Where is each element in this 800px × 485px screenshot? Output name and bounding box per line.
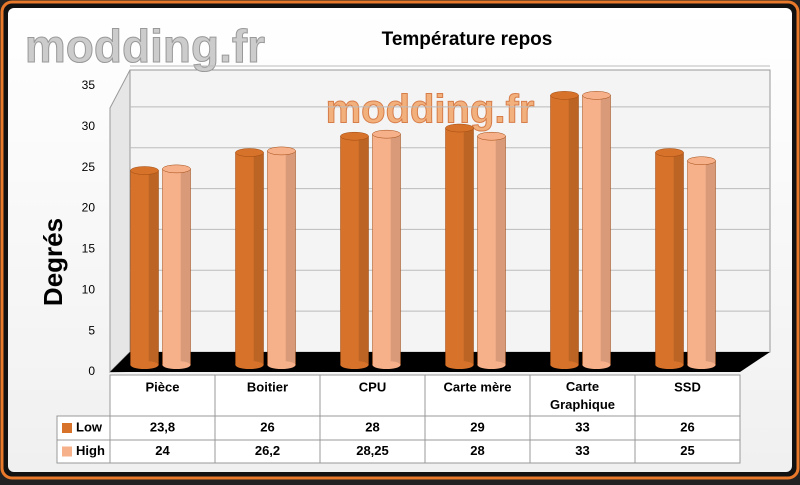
bar-base <box>267 361 296 369</box>
bar-shade <box>463 128 474 365</box>
x-tick-label: Carte mère <box>444 379 512 394</box>
bar-cap <box>235 148 264 157</box>
bar-shade <box>390 134 401 365</box>
bar-cap <box>340 131 369 141</box>
y-axis-label: Degrés <box>38 218 68 306</box>
y-tick-label: 0 <box>88 364 95 378</box>
bar-cap <box>445 123 474 133</box>
legend-swatch <box>62 423 72 433</box>
bar-shade <box>285 150 296 365</box>
bar <box>655 152 684 366</box>
x-tick-label: Carte Graphique <box>550 379 615 412</box>
y-tick-label: 10 <box>82 282 96 296</box>
bar-cap <box>130 166 159 175</box>
data-label: 28 <box>470 443 484 458</box>
bar-base <box>162 361 191 369</box>
y-tick-label: 30 <box>82 119 96 133</box>
legend-swatch <box>62 446 72 457</box>
bar-shade <box>358 136 369 365</box>
y-tick-label: 35 <box>82 78 96 92</box>
x-tick-label: Boitier <box>247 379 288 394</box>
bar-base <box>372 361 401 369</box>
bar-base <box>130 361 159 369</box>
bar-shade <box>600 95 611 365</box>
bar-shade <box>673 152 684 365</box>
bar-shade <box>705 160 716 365</box>
bar-cap <box>267 146 296 156</box>
x-tick-label: Pièce <box>146 379 180 394</box>
bar-base <box>687 361 716 369</box>
data-label: 25 <box>680 443 694 458</box>
bar-cap <box>582 91 611 100</box>
bar-base <box>340 361 369 369</box>
side-wall <box>109 69 131 374</box>
bar <box>235 152 264 366</box>
bar-base <box>235 361 264 369</box>
x-tick-label: SSD <box>674 379 701 394</box>
data-label: 28 <box>365 419 379 434</box>
bar-base <box>582 361 611 369</box>
bar <box>550 95 579 366</box>
y-tick-label: 25 <box>82 160 96 174</box>
data-label: 29 <box>470 419 484 434</box>
bar <box>372 133 401 366</box>
bar <box>267 150 296 366</box>
watermark: modding.fr <box>326 88 535 132</box>
bar-cap <box>372 129 401 139</box>
chart-title: Température repos <box>382 29 553 50</box>
bar-cap <box>162 164 191 174</box>
bar-shade <box>180 168 191 365</box>
bar-shade <box>568 95 579 365</box>
bar-cap <box>687 156 716 165</box>
data-label: 23,8 <box>150 419 175 434</box>
x-tick-label: CPU <box>359 379 386 394</box>
data-label: 28,25 <box>356 443 389 458</box>
bar <box>130 170 159 366</box>
data-label: 33 <box>575 419 589 434</box>
bar-shade <box>253 152 264 365</box>
bar <box>477 135 506 366</box>
data-label: 26,2 <box>255 443 280 458</box>
bar-cap <box>477 131 506 141</box>
bar-base <box>445 361 474 369</box>
bar-cap <box>655 148 684 157</box>
bar <box>687 160 716 366</box>
bar-base <box>550 361 579 369</box>
watermark: modding.fr <box>25 20 265 72</box>
y-tick-label: 5 <box>88 323 95 337</box>
data-label: 33 <box>575 443 589 458</box>
legend-label: Low <box>76 419 103 434</box>
legend-label: High <box>76 443 105 458</box>
bar <box>340 135 369 366</box>
data-label: 26 <box>680 419 694 434</box>
y-tick-label: 15 <box>82 242 96 256</box>
y-tick-label: 20 <box>82 201 96 215</box>
bar-base <box>477 361 506 369</box>
bar-base <box>655 361 684 369</box>
bar-shade <box>495 136 506 365</box>
bar-shade <box>148 170 159 365</box>
data-label: 26 <box>260 419 274 434</box>
data-label: 24 <box>155 443 170 458</box>
bar-cap <box>550 91 579 100</box>
bar <box>162 168 191 366</box>
